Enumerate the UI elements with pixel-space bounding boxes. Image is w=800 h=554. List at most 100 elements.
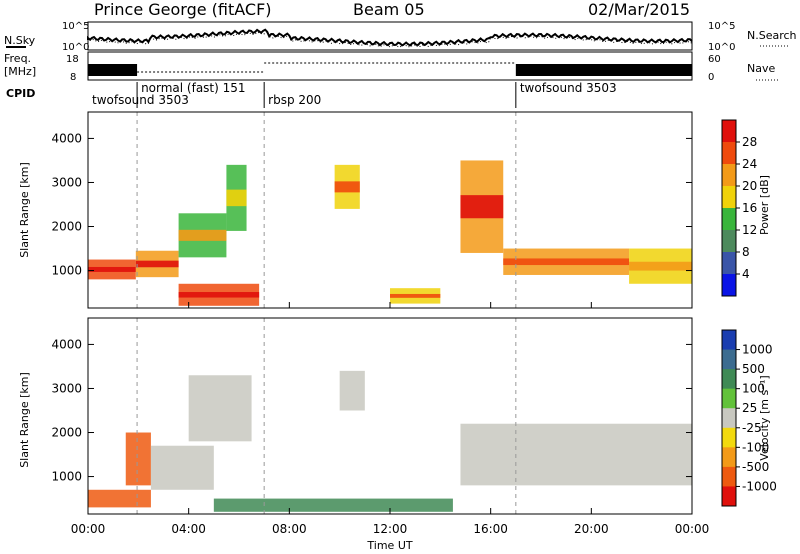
noise-sky-label: N.Sky — [4, 34, 36, 47]
beam-title: Beam 05 — [353, 0, 425, 19]
velocity-echo-band — [460, 423, 692, 486]
colorbar-tick-label: 100 — [742, 382, 765, 396]
colorbar-tick-label: 1000 — [742, 343, 773, 357]
noise-search-label: N.Search — [747, 29, 797, 42]
velocity-echo-band — [150, 445, 214, 490]
x-tick-label: 16:00 — [473, 522, 508, 536]
colorbar-swatch — [722, 330, 736, 351]
power-colorbar-label: Power [dB] — [758, 175, 771, 235]
colorbar-tick-label: 4 — [742, 267, 750, 281]
noise-left-tick-top: 10^5 — [62, 21, 89, 32]
colorbar-tick-label: 500 — [742, 362, 765, 376]
colorbar-tick-label: 16 — [742, 201, 757, 215]
colorbar-swatch — [722, 427, 736, 448]
colorbar-swatch — [722, 120, 736, 143]
velocity-panel: 1000 2000 3000 4000 Slant Range [km] 1000 50… — [18, 317, 777, 515]
colorbar-swatch — [722, 466, 736, 487]
colorbar-swatch — [722, 388, 736, 409]
x-tick-label: 20:00 — [574, 522, 609, 536]
colorbar-tick-label: 25 — [742, 401, 757, 415]
y-tick-label: 3000 — [51, 175, 82, 189]
colorbar-swatch — [722, 230, 736, 253]
freq-left-tick-top: 18 — [66, 54, 79, 65]
y-tick-label: 4000 — [51, 131, 82, 145]
colorbar-swatch — [722, 447, 736, 468]
colorbar-swatch — [722, 349, 736, 370]
colorbar-swatch — [722, 208, 736, 231]
x-tick-label: 04:00 — [171, 522, 206, 536]
power-echo-core — [334, 181, 360, 193]
cpid-segment-label: normal (fast) 151 — [141, 81, 245, 95]
power-echo-core — [390, 293, 441, 298]
y-tick-label: 1000 — [51, 264, 82, 278]
nave-label: Nave — [747, 62, 775, 75]
x-tick-label: 00:00 — [675, 522, 710, 536]
colorbar-tick-label: 8 — [742, 245, 750, 259]
velocity-colorbar-label: Velocity [m s⁻¹] — [758, 375, 771, 460]
power-y-label: Slant Range [km] — [18, 162, 31, 258]
colorbar-swatch — [722, 369, 736, 390]
cpid-segment-label: twofsound 3503 — [520, 81, 617, 95]
y-tick-label: 3000 — [51, 381, 82, 395]
freq-label-2: [MHz] — [4, 65, 36, 78]
velocity-y-label: Slant Range [km] — [18, 372, 31, 468]
power-echo-core — [460, 195, 504, 219]
power-colorbar: 28 24 20 16 12 8 4 — [721, 119, 757, 297]
noise-right-tick-top: 10^5 — [708, 21, 735, 32]
colorbar-tick-label: -100 — [742, 440, 769, 454]
power-echo-core — [135, 260, 179, 268]
y-tick-label: 4000 — [51, 337, 82, 351]
cpid-segment-label: twofsound 3503 — [92, 93, 189, 107]
power-echo-core — [88, 266, 136, 272]
power-echo-core — [178, 229, 227, 241]
x-axis: 00:00 04:00 08:00 12:00 16:00 20:00 00:00 — [71, 302, 710, 536]
power-echo-core — [178, 292, 260, 298]
colorbar-tick-label: 28 — [742, 135, 757, 149]
colorbar-tick-label: 20 — [742, 179, 757, 193]
velocity-echo-band — [88, 489, 151, 508]
power-echo-core — [503, 258, 630, 266]
radar-title: Prince George (fitACF) — [94, 0, 272, 19]
colorbar-tick-label: 12 — [742, 223, 757, 237]
y-tick-label: 2000 — [51, 220, 82, 234]
colorbar-tick-label: 24 — [742, 157, 757, 171]
power-echo-core — [226, 189, 247, 207]
date-title: 02/Mar/2015 — [588, 0, 690, 19]
x-tick-label: 08:00 — [272, 522, 307, 536]
cpid-segment-label: rbsp 200 — [268, 93, 321, 107]
cpid-label: CPID — [6, 87, 35, 100]
velocity-echo-band — [339, 370, 365, 411]
freq-left-tick-bottom: 8 — [70, 72, 76, 83]
power-panel: 1000 2000 3000 4000 Slant Range [km] 28 24 20… — [18, 111, 771, 309]
colorbar-swatch — [722, 274, 736, 297]
noise-panel: N.Sky 10^5 10^0 10^5 10^0 N.Search — [4, 21, 797, 53]
velocity-colorbar: 1000 500 100 25 -25 -100 -500 -1000 — [721, 329, 777, 507]
noise-sky-line — [87, 28, 693, 47]
colorbar-swatch — [722, 408, 736, 429]
colorbar-swatch — [722, 142, 736, 165]
colorbar-tick-label: -1000 — [742, 479, 777, 493]
x-tick-label: 12:00 — [373, 522, 408, 536]
freq-label-1: Freq. — [4, 52, 31, 65]
colorbar-tick-label: -500 — [742, 460, 769, 474]
x-tick-label: 00:00 — [71, 522, 106, 536]
colorbar-swatch — [722, 486, 736, 507]
colorbar-swatch — [722, 164, 736, 187]
noise-search-line — [87, 31, 693, 48]
y-tick-label: 1000 — [51, 470, 82, 484]
colorbar-swatch — [722, 252, 736, 275]
noise-right-tick-bottom: 10^0 — [708, 42, 735, 53]
power-echoes — [88, 160, 692, 306]
y-tick-label: 2000 — [51, 426, 82, 440]
power-echo-core — [629, 261, 692, 271]
x-axis-label: Time UT — [366, 539, 412, 552]
nave-right-tick-bottom: 0 — [708, 72, 714, 83]
frequency-panel: Freq. [MHz] 18 8 60 0 Nave — [4, 51, 778, 83]
velocity-echoes — [88, 370, 692, 512]
velocity-echo-band — [125, 432, 151, 486]
colorbar-tick-label: -25 — [742, 421, 762, 435]
velocity-echo-band — [213, 498, 453, 512]
velocity-echo-band — [188, 375, 252, 442]
